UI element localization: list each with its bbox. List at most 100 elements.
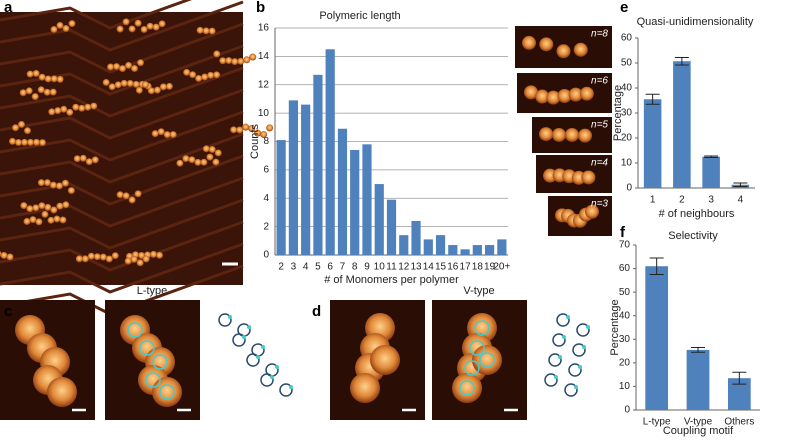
molecule-blob bbox=[44, 203, 52, 211]
molecule-blob bbox=[23, 218, 31, 226]
bar bbox=[399, 235, 409, 255]
molecule-lobe bbox=[47, 377, 77, 407]
molecule-blob bbox=[581, 170, 596, 185]
molecule-atom bbox=[566, 315, 570, 319]
molecule-blob bbox=[44, 75, 52, 83]
molecule-blob bbox=[195, 74, 203, 82]
molecule-lobe bbox=[472, 345, 502, 375]
terrace-edge bbox=[0, 220, 244, 272]
bar bbox=[337, 128, 348, 255]
y-tick-label: 10 bbox=[621, 158, 633, 169]
x-tick-label: 10 bbox=[374, 262, 386, 273]
x-tick-label: Others bbox=[724, 417, 754, 428]
molecule-blob bbox=[266, 124, 274, 132]
molecule-blob bbox=[552, 127, 566, 142]
terrace-edge bbox=[0, 0, 244, 52]
molecule-blob bbox=[159, 83, 167, 91]
molecule-blob bbox=[158, 20, 166, 28]
molecule-blob bbox=[49, 88, 57, 96]
molecule-atom bbox=[558, 355, 562, 359]
molecule-blob bbox=[194, 158, 202, 166]
panel-label: d bbox=[312, 303, 321, 320]
x-tick-label: 2 bbox=[679, 195, 685, 206]
x-axis-label: # of Monomers per polymer bbox=[324, 274, 459, 286]
atom-overlay bbox=[152, 354, 168, 370]
y-tick-label: 30 bbox=[619, 334, 631, 345]
molecule-blob bbox=[165, 82, 173, 90]
molecule-blob bbox=[111, 252, 119, 260]
y-tick-label: 20 bbox=[621, 133, 633, 144]
molecule-blob bbox=[125, 61, 133, 69]
error-bar bbox=[691, 347, 705, 353]
molecule-blob bbox=[116, 191, 124, 199]
molecule-blob bbox=[114, 81, 122, 89]
molecule-blob bbox=[26, 205, 34, 213]
molecule-ring bbox=[564, 383, 578, 397]
molecule-blob bbox=[169, 131, 177, 139]
atom-overlay bbox=[469, 340, 485, 356]
terrace-edge bbox=[0, 110, 244, 162]
molecule-blob bbox=[50, 206, 58, 214]
bar bbox=[301, 104, 311, 255]
molecule-blob bbox=[151, 130, 159, 138]
molecule-blob bbox=[225, 57, 233, 65]
molecule-lobe bbox=[452, 373, 482, 403]
y-tick-label: 14 bbox=[258, 51, 270, 62]
molecule-blob bbox=[62, 201, 70, 209]
x-tick-label: 9 bbox=[364, 262, 370, 273]
x-tick-label: 7 bbox=[340, 262, 346, 273]
molecule-blob bbox=[116, 25, 124, 33]
molecule-blob bbox=[153, 86, 161, 94]
molecule-blob bbox=[254, 129, 262, 137]
molecule-blob bbox=[147, 87, 155, 95]
molecule-blob bbox=[56, 75, 64, 83]
molecule-blob bbox=[183, 68, 191, 76]
y-tick-label: 40 bbox=[621, 83, 633, 94]
molecule-blob bbox=[200, 158, 208, 166]
molecule-blob bbox=[176, 159, 184, 167]
x-tick-label: 16 bbox=[447, 262, 459, 273]
x-tick-label: 8 bbox=[352, 262, 358, 273]
molecule-blob bbox=[122, 18, 130, 26]
molecule-blob bbox=[539, 127, 553, 142]
x-tick-label: 2 bbox=[278, 262, 284, 273]
bar bbox=[448, 245, 458, 255]
x-axis-label: # of neighbours bbox=[659, 208, 735, 220]
inset-label: n=6 bbox=[591, 76, 608, 87]
x-tick-label: 15 bbox=[435, 262, 447, 273]
x-tick-label: V-type bbox=[684, 417, 713, 428]
panel-label: c bbox=[4, 303, 12, 320]
y-tick-label: 8 bbox=[263, 136, 269, 147]
y-tick-label: 0 bbox=[626, 183, 632, 194]
atom-overlay bbox=[159, 384, 175, 400]
molecule-lobe bbox=[152, 377, 182, 407]
molecule-blob bbox=[202, 145, 210, 153]
molecule-blob bbox=[119, 65, 127, 73]
molecule-blob bbox=[11, 124, 19, 132]
molecule-blob bbox=[72, 103, 80, 111]
x-tick-label: 18 bbox=[472, 262, 484, 273]
molecule-blob bbox=[59, 216, 67, 224]
y-tick-label: 10 bbox=[619, 381, 631, 392]
bar bbox=[435, 235, 446, 255]
y-tick-label: 2 bbox=[263, 221, 269, 232]
molecule-blob bbox=[219, 57, 227, 65]
panel-label: b bbox=[256, 0, 265, 16]
molecule-blob bbox=[213, 71, 221, 79]
molecule-blob bbox=[17, 120, 25, 128]
molecule-blob bbox=[142, 255, 150, 263]
y-tick-label: 50 bbox=[619, 287, 631, 298]
molecule-blob bbox=[522, 35, 536, 50]
molecule-blob bbox=[78, 104, 86, 112]
molecule-blob bbox=[79, 154, 87, 162]
molecule-atom bbox=[270, 375, 274, 379]
error-bar bbox=[704, 155, 719, 158]
bar bbox=[472, 245, 482, 255]
molecule-blob bbox=[201, 73, 209, 81]
molecule-blob bbox=[539, 37, 554, 52]
molecule-blob bbox=[149, 250, 157, 258]
molecule-atom bbox=[562, 335, 566, 339]
molecule-blob bbox=[25, 87, 33, 95]
molecule-blob bbox=[128, 196, 136, 204]
inset-label: n=5 bbox=[591, 120, 608, 131]
